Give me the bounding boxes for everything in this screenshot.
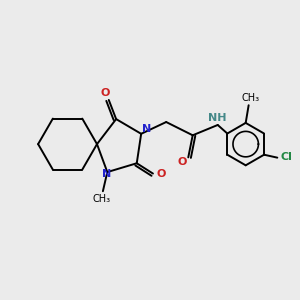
- Text: O: O: [157, 169, 166, 179]
- Text: Cl: Cl: [280, 152, 292, 162]
- Text: CH₃: CH₃: [241, 93, 259, 103]
- Text: NH: NH: [208, 113, 226, 124]
- Text: N: N: [142, 124, 151, 134]
- Text: N: N: [102, 169, 111, 178]
- Text: O: O: [177, 157, 187, 167]
- Text: O: O: [100, 88, 110, 98]
- Text: CH₃: CH₃: [92, 194, 110, 205]
